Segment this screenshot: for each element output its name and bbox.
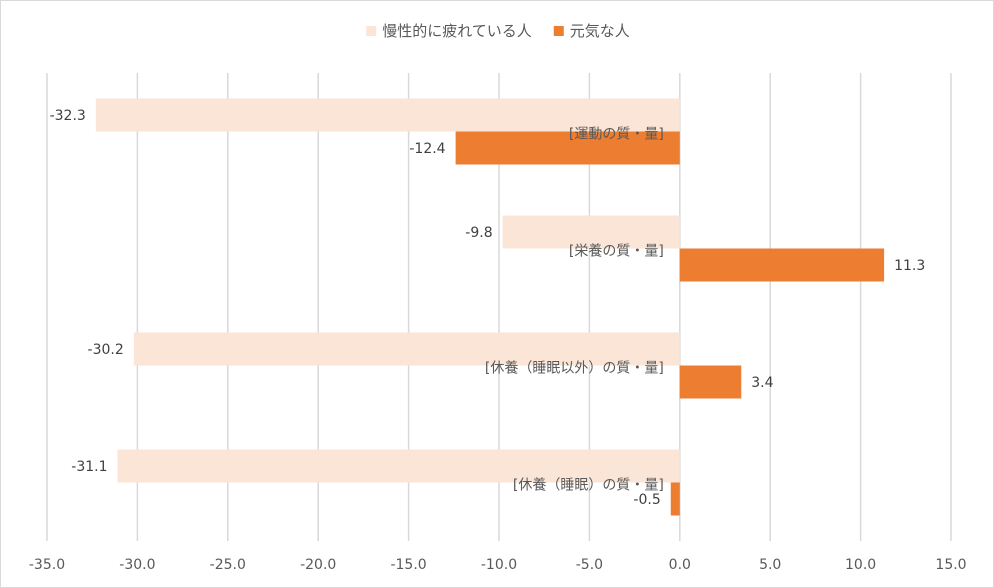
x-tick-label: -15.0 — [390, 557, 426, 573]
x-tick-label: -25.0 — [210, 557, 246, 573]
category-label: [運動の質・量] — [569, 127, 664, 143]
x-tick-label: -10.0 — [481, 557, 517, 573]
legend-label: 元気な人 — [570, 22, 630, 40]
x-tick-label: 10.0 — [845, 557, 876, 573]
bar-energetic — [670, 482, 680, 516]
data-label: 3.4 — [751, 375, 773, 391]
bar-energetic — [679, 365, 742, 399]
data-label: -12.4 — [409, 141, 445, 157]
category-label: [休養（睡眠）の質・量] — [513, 477, 664, 494]
legend: 慢性的に疲れている人 元気な人 — [366, 22, 630, 40]
x-tick-label: -20.0 — [300, 557, 336, 573]
x-tick-label: 5.0 — [759, 557, 781, 573]
data-label: -32.3 — [50, 108, 86, 124]
data-label: -30.2 — [88, 342, 124, 358]
bar-fatigued — [95, 98, 680, 132]
data-label: -9.8 — [465, 225, 492, 241]
labels: -32.3 -12.4 [運動の質・量] -9.8 11.3 [栄養の質・量] -30.2 3… — [50, 108, 926, 508]
x-tick-label: 0.0 — [669, 557, 691, 573]
legend-swatch-energetic — [553, 26, 564, 36]
data-label: 11.3 — [894, 258, 925, 274]
category-label: [休養（睡眠以外）の質・量] — [485, 360, 664, 377]
bar-fatigued — [502, 215, 680, 249]
x-axis: -35.0 -30.0 -25.0 -20.0 -15.0 -10.0 -5.0 0.0 5.0… — [29, 557, 967, 573]
data-label: -31.1 — [71, 459, 107, 475]
bar-energetic — [679, 248, 885, 282]
bars — [95, 98, 885, 516]
category-label: [栄養の質・量] — [569, 243, 664, 260]
bar-energetic — [455, 131, 680, 165]
x-tick-label: -5.0 — [576, 557, 603, 573]
x-tick-label: -30.0 — [119, 557, 155, 573]
legend-swatch-fatigued — [366, 26, 377, 36]
legend-label: 慢性的に疲れている人 — [382, 22, 532, 40]
data-label: -0.5 — [633, 492, 660, 508]
bar-fatigued — [133, 332, 680, 366]
x-tick-label: 15.0 — [935, 557, 966, 573]
x-tick-label: -35.0 — [29, 557, 65, 573]
bar-fatigued — [117, 449, 680, 483]
